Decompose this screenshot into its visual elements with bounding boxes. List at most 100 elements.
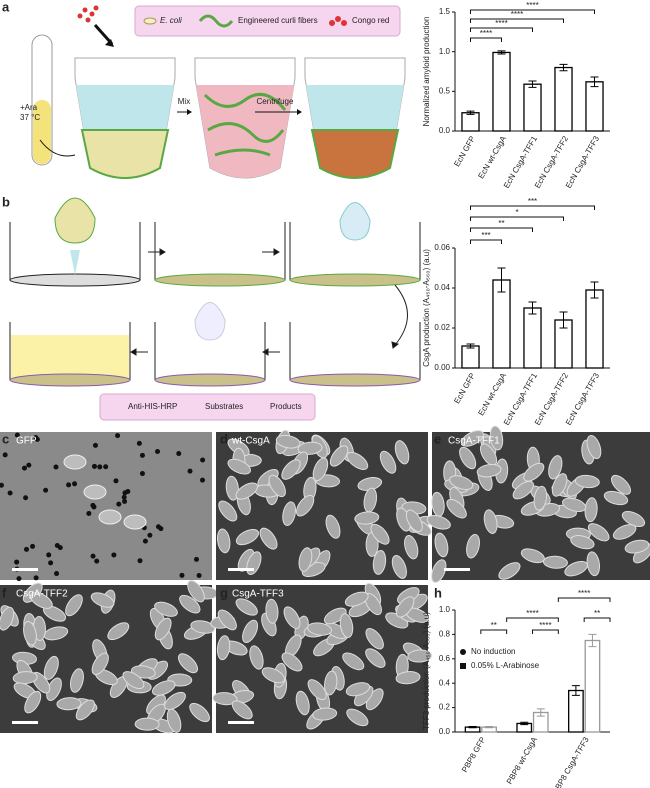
legend-text: Substrates: [205, 402, 243, 411]
y-axis-label: CsgA production (A₄₅₀-A₅₆₀) (a.u): [422, 249, 431, 367]
cell: [449, 475, 474, 490]
panel-label: g: [220, 585, 228, 600]
cell: [12, 671, 38, 685]
cell: [570, 535, 595, 550]
step-text: Centrifuge: [257, 97, 294, 106]
pore: [90, 502, 96, 508]
micrographs: GFP wt-CsgA CsgA-TFF1 CsgA-TFF2 CsgA-TFF3: [0, 425, 650, 734]
error-bar: [466, 110, 475, 115]
cell: [231, 700, 253, 720]
cell: [370, 523, 390, 545]
pore: [48, 560, 54, 566]
cell: [395, 596, 415, 618]
x-tick-label: EcN CsgA-TFF2: [533, 134, 570, 190]
significance-bracket: [470, 205, 595, 210]
cell: [307, 679, 327, 701]
cell: [164, 691, 186, 710]
pore: [86, 510, 92, 516]
y-axis-label: TFF3 production (A₄₅₀-A₅₆₀) (a.u): [422, 612, 431, 730]
micrograph-label: wt-CsgA: [231, 436, 270, 447]
pore: [137, 558, 143, 564]
x-tick-label: EcN GFP: [452, 372, 477, 406]
panel-label: d: [220, 431, 228, 446]
y-tick-label: 0.5: [439, 86, 451, 95]
significance-bracket: [470, 27, 533, 32]
significance-label: ****: [511, 10, 523, 19]
micrograph-label: CsgA-TFF1: [448, 436, 500, 447]
cell: [312, 707, 338, 721]
cell: [446, 498, 467, 519]
cell: [426, 514, 451, 530]
cell: [586, 435, 602, 460]
cell: [459, 446, 477, 470]
cell: [339, 613, 354, 638]
pore: [111, 552, 117, 558]
bar: [554, 66, 573, 132]
pore: [116, 501, 122, 507]
pore: [43, 487, 49, 493]
cell: [407, 649, 433, 663]
pore: [14, 559, 20, 565]
cell: [512, 480, 535, 500]
cell: [476, 463, 502, 478]
bar: [492, 279, 511, 369]
significance-bracket: [470, 37, 502, 42]
cell: [123, 514, 147, 530]
cell: [212, 692, 238, 706]
pore: [94, 558, 100, 564]
significance-bracket: [470, 239, 502, 244]
significance-label: **: [498, 219, 504, 228]
bar: [523, 307, 542, 369]
micrograph-label: GFP: [16, 436, 37, 447]
cell: [342, 652, 365, 671]
legend-label: No induction: [471, 647, 515, 656]
x-tick-label: PBP8 wt-CsgA: [505, 735, 540, 786]
cell: [249, 645, 264, 670]
x-tick-label: PBP8 GFP: [460, 736, 487, 774]
cell: [365, 648, 386, 668]
cell: [574, 474, 600, 489]
legend-marker: [460, 649, 466, 655]
cell: [190, 620, 216, 634]
cell: [323, 607, 347, 625]
pore: [139, 471, 145, 477]
error-bar: [485, 726, 494, 729]
icon: [143, 17, 157, 25]
error-bar: [497, 267, 506, 293]
bar: [461, 345, 480, 369]
error-bar: [571, 685, 580, 696]
x-tick-label: EcN CsgA-TFF2: [533, 371, 570, 427]
cell: [346, 451, 369, 470]
cell: [533, 485, 548, 511]
cell: [372, 549, 387, 575]
legend-text: Anti-HIS-HRP: [128, 402, 177, 411]
cell: [298, 547, 313, 572]
scale-bar: [444, 568, 470, 571]
pore: [115, 433, 121, 439]
micrograph: [0, 432, 212, 580]
cell: [122, 671, 145, 690]
y-axis-label: Normalized amyloid production: [422, 17, 431, 127]
cell: [216, 635, 231, 661]
cell: [56, 697, 82, 711]
y-tick-label: 1.0: [439, 605, 451, 614]
cell: [324, 670, 338, 696]
cell: [562, 497, 587, 513]
cell: [225, 475, 239, 501]
scale-bar: [12, 568, 38, 571]
cell: [466, 533, 480, 559]
scale-bar: [12, 721, 38, 724]
congo-red-drop: [77, 5, 114, 47]
error-bar: [559, 63, 568, 72]
cell: [24, 690, 42, 714]
cell: [624, 539, 650, 554]
cell: [235, 528, 259, 546]
cell: [295, 690, 310, 716]
bar: [492, 51, 511, 132]
x-tick-label: EcN wt-CsgA: [476, 134, 508, 180]
panel-label: h: [434, 585, 442, 600]
pore: [155, 449, 161, 455]
x-tick-label: EcN CsgA-TFF3: [564, 371, 601, 427]
cell: [551, 473, 568, 497]
cell: [177, 653, 199, 674]
